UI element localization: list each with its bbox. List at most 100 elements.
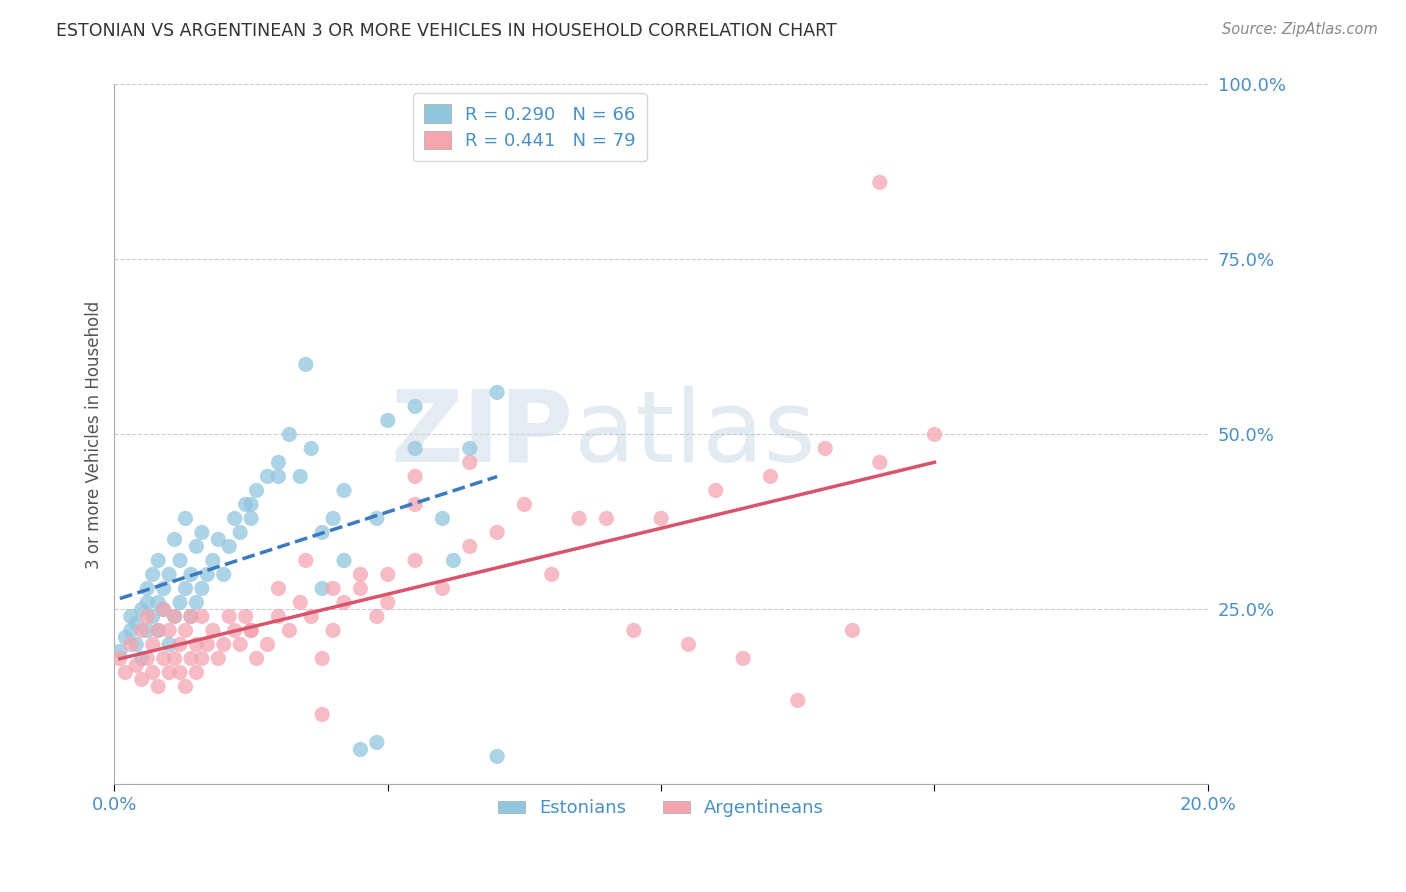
Point [404, 553, 426, 567]
Point [513, 498, 536, 512]
Point [163, 609, 186, 624]
Point [458, 540, 481, 554]
Point [169, 553, 191, 567]
Point [240, 624, 263, 638]
Point [131, 673, 153, 687]
Point [218, 609, 240, 624]
Point [349, 582, 371, 596]
Point [322, 582, 344, 596]
Point [299, 609, 322, 624]
Point [207, 533, 229, 547]
Point [120, 624, 142, 638]
Point [311, 525, 333, 540]
Point [299, 442, 322, 456]
Point [131, 624, 153, 638]
Point [245, 651, 267, 665]
Point [366, 735, 388, 749]
Point [136, 595, 159, 609]
Point [131, 602, 153, 616]
Point [377, 413, 399, 427]
Point [195, 567, 218, 582]
Point [218, 540, 240, 554]
Point [595, 511, 617, 525]
Point [195, 637, 218, 651]
Point [322, 511, 344, 525]
Point [169, 595, 191, 609]
Point [267, 609, 290, 624]
Point [366, 609, 388, 624]
Point [786, 693, 808, 707]
Point [174, 680, 197, 694]
Point [114, 631, 136, 645]
Point [180, 609, 202, 624]
Point [235, 609, 257, 624]
Point [186, 637, 208, 651]
Point [114, 665, 136, 680]
Point [108, 651, 131, 665]
Point [240, 624, 263, 638]
Point [322, 624, 344, 638]
Point [224, 511, 246, 525]
Point [458, 455, 481, 469]
Point [486, 525, 509, 540]
Point [229, 525, 252, 540]
Point [120, 609, 142, 624]
Point [186, 540, 208, 554]
Point [841, 624, 863, 638]
Point [180, 609, 202, 624]
Point [294, 553, 316, 567]
Point [267, 582, 290, 596]
Point [278, 624, 301, 638]
Point [377, 567, 399, 582]
Point [294, 358, 316, 372]
Point [157, 665, 180, 680]
Point [366, 511, 388, 525]
Point [136, 624, 159, 638]
Point [432, 511, 454, 525]
Point [333, 595, 356, 609]
Point [174, 624, 197, 638]
Point [869, 455, 891, 469]
Point [212, 637, 235, 651]
Point [814, 442, 837, 456]
Point [349, 742, 371, 756]
Text: ESTONIAN VS ARGENTINEAN 3 OR MORE VEHICLES IN HOUSEHOLD CORRELATION CHART: ESTONIAN VS ARGENTINEAN 3 OR MORE VEHICL… [56, 22, 837, 40]
Text: Source: ZipAtlas.com: Source: ZipAtlas.com [1222, 22, 1378, 37]
Point [191, 525, 214, 540]
Point [759, 469, 782, 483]
Point [157, 637, 180, 651]
Point [191, 609, 214, 624]
Point [704, 483, 727, 498]
Point [146, 624, 169, 638]
Point [142, 567, 165, 582]
Point [678, 637, 700, 651]
Point [201, 624, 224, 638]
Point [152, 651, 174, 665]
Point [486, 385, 509, 400]
Point [201, 553, 224, 567]
Point [458, 442, 481, 456]
Point [924, 427, 946, 442]
Point [146, 553, 169, 567]
Point [650, 511, 672, 525]
Point [163, 651, 186, 665]
Point [311, 651, 333, 665]
Point [157, 567, 180, 582]
Point [146, 624, 169, 638]
Point [733, 651, 755, 665]
Point [163, 609, 186, 624]
Point [125, 616, 148, 631]
Point [142, 609, 165, 624]
Point [191, 582, 214, 596]
Point [267, 455, 290, 469]
Point [186, 665, 208, 680]
Point [131, 651, 153, 665]
Point [212, 567, 235, 582]
Point [120, 637, 142, 651]
Point [157, 624, 180, 638]
Point [377, 595, 399, 609]
Point [108, 644, 131, 658]
Point [404, 498, 426, 512]
Point [256, 469, 278, 483]
Point [540, 567, 562, 582]
